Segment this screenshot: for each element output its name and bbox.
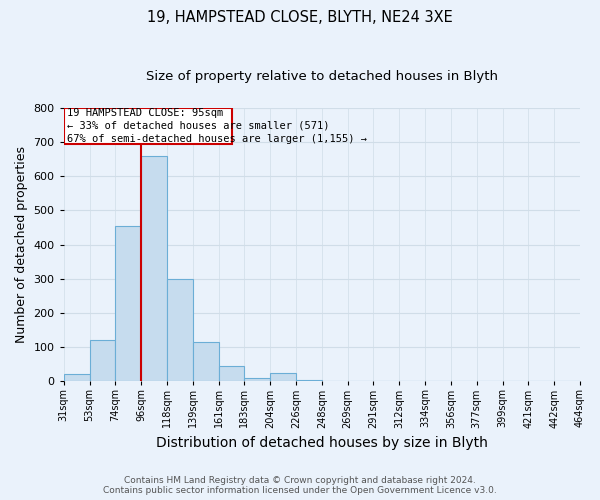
Bar bbox=[64, 374, 89, 382]
X-axis label: Distribution of detached houses by size in Blyth: Distribution of detached houses by size … bbox=[156, 436, 488, 450]
Bar bbox=[141, 156, 167, 382]
Text: 19 HAMPSTEAD CLOSE: 95sqm
← 33% of detached houses are smaller (571)
67% of semi: 19 HAMPSTEAD CLOSE: 95sqm ← 33% of detac… bbox=[67, 108, 367, 144]
Text: 19, HAMPSTEAD CLOSE, BLYTH, NE24 3XE: 19, HAMPSTEAD CLOSE, BLYTH, NE24 3XE bbox=[147, 10, 453, 25]
Bar bbox=[167, 279, 193, 382]
Text: Contains HM Land Registry data © Crown copyright and database right 2024.
Contai: Contains HM Land Registry data © Crown c… bbox=[103, 476, 497, 495]
Bar bbox=[270, 373, 296, 382]
Y-axis label: Number of detached properties: Number of detached properties bbox=[15, 146, 28, 343]
Bar bbox=[296, 380, 322, 382]
Bar bbox=[244, 378, 270, 382]
Title: Size of property relative to detached houses in Blyth: Size of property relative to detached ho… bbox=[146, 70, 498, 83]
Bar bbox=[64, 108, 232, 144]
Bar bbox=[193, 342, 218, 382]
Bar bbox=[218, 366, 244, 382]
Bar bbox=[115, 226, 141, 382]
Bar bbox=[89, 340, 115, 382]
